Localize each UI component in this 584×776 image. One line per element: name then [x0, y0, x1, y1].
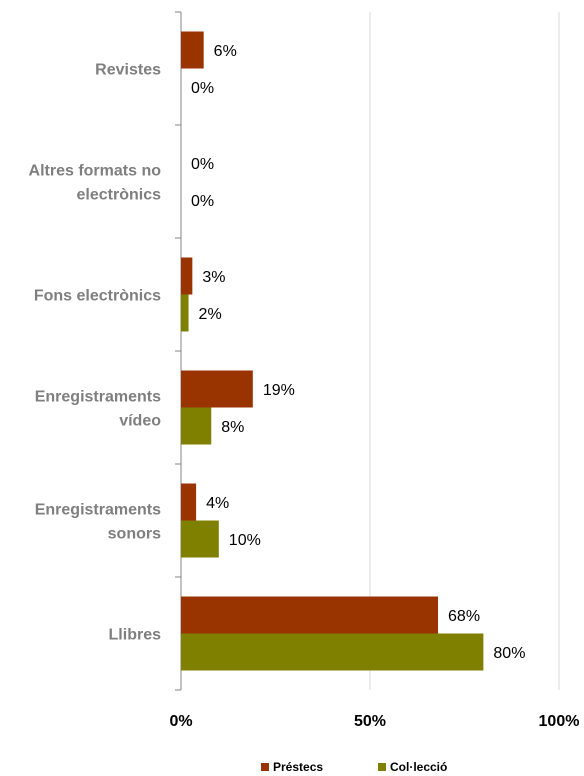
data-label: 4% — [206, 495, 229, 512]
axes — [175, 11, 182, 691]
data-label: 68% — [448, 608, 480, 625]
bar — [181, 520, 219, 558]
gridlines — [369, 12, 560, 690]
data-label: 10% — [229, 532, 261, 549]
category-label-line: Revistes — [95, 62, 161, 79]
category-label-line: Llibres — [109, 627, 162, 644]
legend-label: Col·lecció — [390, 760, 447, 774]
legend-label: Préstecs — [273, 760, 323, 774]
category-label-line: Fons electrònics — [34, 288, 161, 305]
bar — [181, 407, 212, 445]
data-label: 0% — [191, 80, 214, 97]
x-tick-label: 0% — [169, 713, 192, 730]
x-tick-label: 100% — [539, 713, 580, 730]
bar — [181, 257, 193, 295]
data-label: 0% — [191, 156, 214, 173]
category-label-line: Enregistraments — [35, 389, 161, 406]
data-label: 0% — [191, 193, 214, 210]
category-label: Enregistraments vídeo — [35, 389, 161, 430]
bar — [181, 370, 253, 408]
category-label-line: sonors — [108, 526, 161, 543]
data-label: 80% — [493, 645, 525, 662]
data-label: 8% — [221, 419, 244, 436]
category-label-line: Enregistraments — [35, 502, 161, 519]
bar — [181, 633, 484, 671]
legend-swatch — [378, 763, 386, 771]
category-labels: Revistes Altres formats no electrònics Fons… — [29, 62, 162, 644]
data-labels: 6% 0% 0% 0% 3% 2% 19% 8% 4% 10% 68% 80% — [191, 43, 525, 662]
bar — [181, 483, 197, 521]
x-tick-label: 50% — [354, 713, 386, 730]
bar — [181, 31, 204, 69]
category-label: Fons electrònics — [34, 288, 161, 305]
category-label-line: vídeo — [119, 413, 161, 430]
bar — [181, 294, 189, 332]
x-tick-labels: 0% 50% 100% — [169, 713, 579, 730]
data-label: 3% — [202, 269, 225, 286]
category-label-line: electrònics — [77, 187, 162, 204]
bars — [181, 31, 484, 671]
category-label: Enregistraments sonors — [35, 502, 161, 543]
category-label: Llibres — [109, 627, 162, 644]
category-label: Altres formats no electrònics — [29, 163, 162, 204]
data-label: 2% — [199, 306, 222, 323]
category-label-line: Altres formats no — [29, 163, 162, 180]
data-label: 19% — [263, 382, 295, 399]
legend-swatch — [261, 763, 269, 771]
legend: Préstecs Col·lecció — [261, 760, 447, 774]
data-label: 6% — [214, 43, 237, 60]
bar — [181, 596, 439, 634]
category-label: Revistes — [95, 62, 161, 79]
